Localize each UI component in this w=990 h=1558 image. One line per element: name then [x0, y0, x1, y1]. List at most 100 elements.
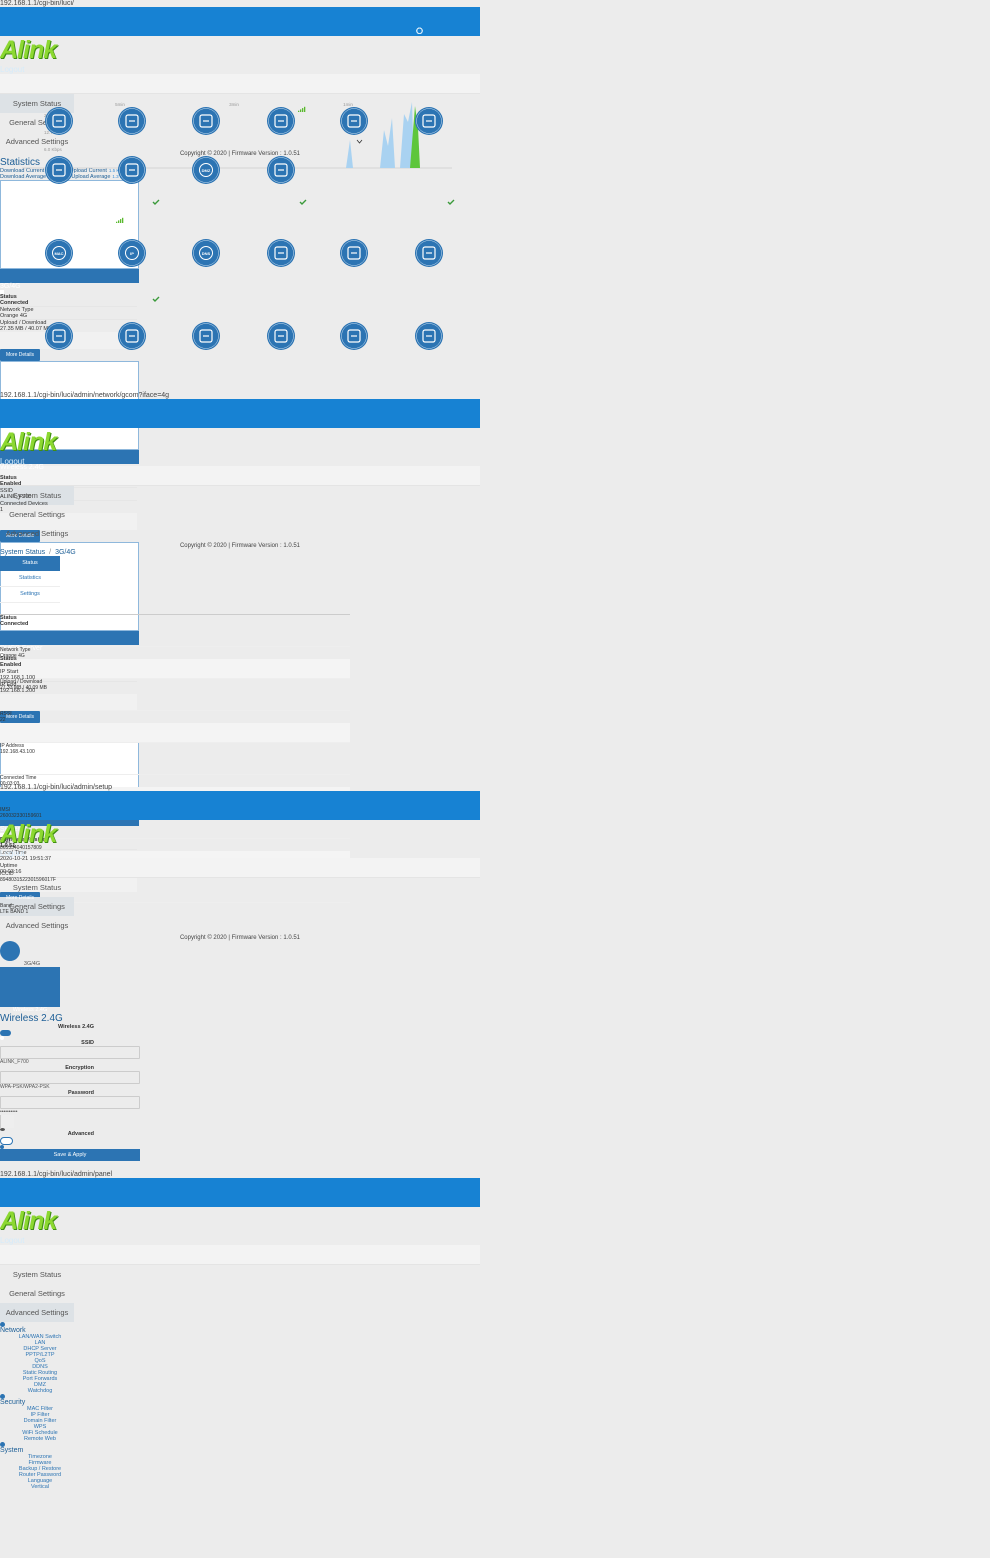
icon-ring — [416, 108, 442, 134]
icon-glyph-shape — [274, 114, 288, 128]
nav-tab[interactable]: General Settings — [9, 118, 65, 127]
check-icon — [152, 296, 160, 302]
form-title: Wireless 2.4G — [0, 1013, 63, 1024]
side-menu-item[interactable]: Settings — [0, 587, 60, 603]
card-icon — [0, 290, 4, 294]
section-title: System — [0, 1447, 24, 1454]
setting-icon — [267, 239, 295, 267]
stat-value: 1.5 Kbps — [108, 168, 127, 173]
logo: Alink — [0, 428, 57, 456]
row-value: 192.168.1.100 — [0, 675, 36, 681]
icon-ring — [119, 323, 145, 349]
nav-tab[interactable]: General Settings — [9, 1289, 65, 1298]
stat-label: Download Average — [0, 174, 47, 180]
section-title: Security — [0, 1399, 26, 1406]
stat-label: Upload Current — [69, 168, 107, 174]
upload-area — [410, 106, 420, 168]
nav-bar — [0, 74, 480, 94]
icon-glyph-shape — [125, 329, 139, 343]
icon-glyph-shape — [274, 246, 288, 260]
arrow — [356, 139, 363, 144]
nav-tab[interactable]: General Settings — [9, 510, 65, 519]
row-label: IP Start — [0, 669, 19, 675]
card-footer — [0, 694, 137, 711]
nav-tab[interactable]: Advanced Settings — [0, 1303, 74, 1322]
nav-tab[interactable]: Advanced Settings — [5, 921, 69, 930]
icon-ring — [119, 108, 145, 134]
icon-glyph-shape — [347, 114, 361, 128]
setting-label[interactable]: Vertical — [30, 1484, 50, 1490]
breadcrumb: System Status/3G/4G — [0, 549, 480, 556]
toggle-switch[interactable] — [0, 1137, 13, 1145]
icon-ring — [268, 157, 294, 183]
header-bar — [0, 791, 480, 820]
setting-icon: MAC — [45, 239, 73, 267]
form-label: Advanced — [67, 1131, 94, 1137]
setting-label[interactable]: Remote Web — [24, 1436, 56, 1442]
signal-bar — [304, 106, 306, 112]
nav-tab[interactable]: Advanced Settings — [5, 137, 69, 146]
card-title: DHCP Server — [0, 645, 43, 652]
save-apply-button[interactable]: Save & Apply — [0, 1149, 140, 1161]
row-label: Upload / Download — [0, 320, 47, 326]
icon-ring — [268, 323, 294, 349]
side-menu-active — [0, 967, 60, 1007]
setting-icon — [267, 107, 295, 135]
logout-link[interactable]: Logout — [0, 65, 25, 74]
more-details-button[interactable]: More Details — [0, 530, 40, 542]
icon-ring — [268, 108, 294, 134]
reveal-button[interactable] — [0, 1115, 14, 1128]
stat-label: Upload Average — [71, 174, 111, 180]
card-header — [0, 631, 139, 645]
setting-icon — [118, 322, 146, 350]
logout-link[interactable]: Logout — [0, 849, 25, 858]
card-icon — [0, 652, 4, 656]
nav-tab[interactable]: System Status — [12, 1270, 62, 1279]
icon-glyph-shape — [422, 329, 436, 343]
select-arrow — [356, 139, 363, 144]
more-details-button[interactable]: More Details — [0, 711, 40, 723]
icon-ring — [416, 323, 442, 349]
icon-circle — [192, 239, 220, 267]
table-row — [0, 723, 350, 743]
signal-bar — [302, 108, 304, 112]
signal-bar — [116, 221, 118, 223]
icon-ring — [193, 108, 219, 134]
setting-icon: DNS — [192, 239, 220, 267]
row-value: Enabled — [0, 662, 22, 668]
browser-panel: 192.168.1.1/cgi-bin/luci/admin/network/g… — [0, 27, 480, 915]
icon-glyph-shape — [125, 114, 139, 128]
nav-tab[interactable]: General Settings — [0, 897, 74, 916]
row-value: Connected — [0, 300, 29, 306]
signal-bar — [118, 220, 120, 223]
logo: Alink — [0, 820, 57, 848]
table-cell: Network Type — [0, 647, 31, 653]
table-head: Connected — [0, 621, 29, 627]
setting-icon: DMZ — [192, 156, 220, 184]
nav-tab[interactable]: System Status — [0, 486, 74, 505]
input-field[interactable] — [0, 1071, 140, 1084]
icon-ring — [341, 323, 367, 349]
setting-label[interactable]: Watchdog — [27, 1388, 53, 1394]
icon-glyph-shape — [347, 329, 361, 343]
row-label: Status — [0, 294, 17, 300]
card-title: Wireless 2.4G — [0, 464, 44, 471]
icon-circle — [118, 239, 146, 267]
icon-glyph-shape — [422, 114, 436, 128]
icon-ring — [268, 240, 294, 266]
table-row — [0, 627, 350, 647]
table-row — [0, 755, 350, 775]
footer: Copyright © 2020 | Firmware Version : 1.… — [179, 151, 301, 157]
graph-x-label: 5min — [115, 102, 125, 107]
input-field[interactable] — [0, 1046, 140, 1059]
logout-link[interactable]: Logout — [0, 1236, 25, 1245]
nav-tab[interactable]: Advanced Settings — [5, 529, 69, 538]
side-menu-item[interactable]: Status — [0, 556, 60, 571]
nav-bar — [0, 858, 480, 878]
icon-glyph-shape — [199, 114, 213, 128]
logout-link[interactable]: Logout — [0, 457, 25, 466]
more-details-button[interactable]: More Details — [0, 349, 40, 361]
side-menu-item[interactable]: Statistics — [0, 571, 60, 587]
glyph-ring — [199, 163, 213, 177]
input-field[interactable] — [0, 1096, 140, 1109]
